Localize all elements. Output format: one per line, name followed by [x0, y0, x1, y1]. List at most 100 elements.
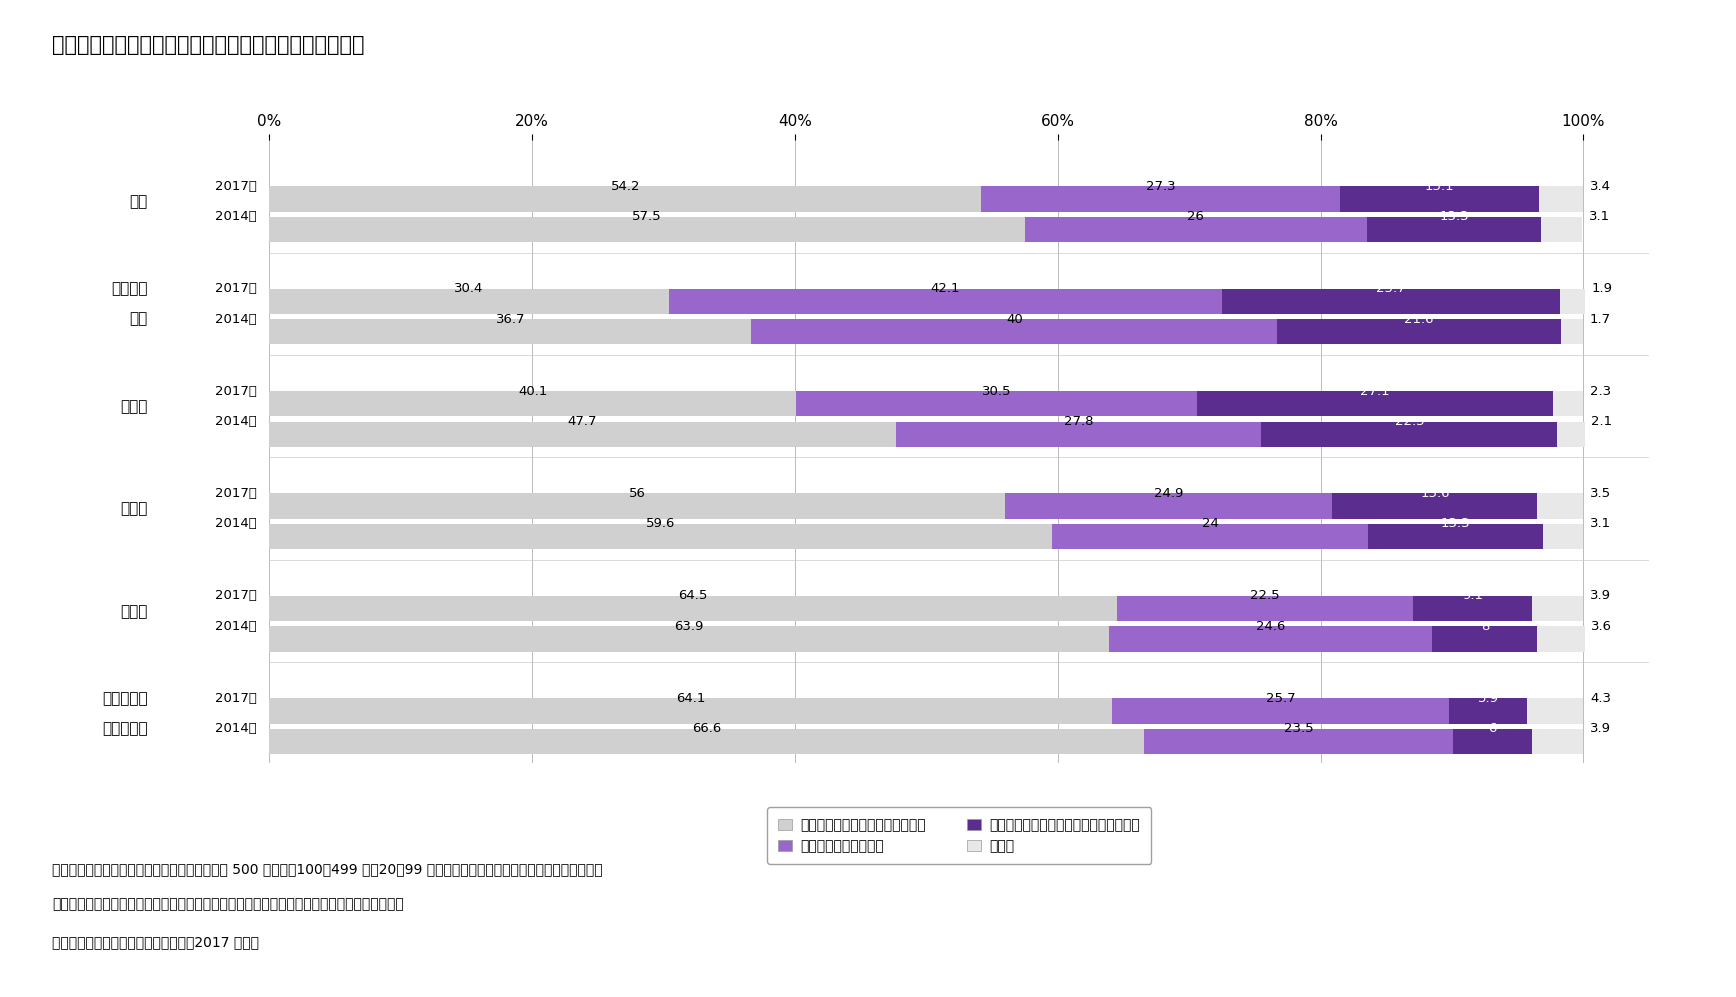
Bar — [981, 186, 1340, 211]
Text: 3.6: 3.6 — [1592, 620, 1613, 633]
Bar — [1538, 494, 1583, 518]
Bar — [1005, 494, 1333, 518]
Text: 22.5: 22.5 — [1250, 589, 1279, 602]
Text: 27.3: 27.3 — [1146, 179, 1175, 192]
Text: 30.5: 30.5 — [983, 385, 1012, 398]
Text: 特定機能: 特定機能 — [111, 281, 148, 296]
Text: 3.5: 3.5 — [1590, 487, 1611, 499]
Bar — [1542, 216, 1581, 242]
Text: 6: 6 — [1488, 723, 1496, 736]
Text: 57.5: 57.5 — [632, 210, 661, 223]
Text: 5.9: 5.9 — [1477, 692, 1498, 705]
Text: 24.9: 24.9 — [1154, 487, 1184, 499]
Text: 42.1: 42.1 — [930, 282, 960, 295]
Bar — [1111, 698, 1450, 724]
Bar — [1333, 494, 1538, 518]
Text: 2014年: 2014年 — [215, 210, 257, 223]
Bar — [269, 391, 797, 417]
Text: 63.9: 63.9 — [674, 620, 703, 633]
Bar — [1198, 391, 1554, 417]
Bar — [269, 698, 1111, 724]
Bar — [1453, 729, 1533, 755]
Text: 3.1: 3.1 — [1590, 517, 1611, 530]
Bar — [1543, 524, 1583, 549]
Text: 2017年: 2017年 — [215, 589, 257, 602]
Text: 中病院: 中病院 — [120, 501, 148, 516]
Bar — [1528, 698, 1583, 724]
Text: 3.4: 3.4 — [1590, 179, 1611, 192]
Text: （注）　大病院、中病院、小病院は、それぞれ 500 床以上、100〜499 床、20〜99 床の一般病院とする。療養病床を有する病院と: （注） 大病院、中病院、小病院は、それぞれ 500 床以上、100〜499 床、… — [52, 862, 602, 876]
Bar — [1557, 422, 1585, 447]
Text: 24.6: 24.6 — [1255, 620, 1285, 633]
Text: 15.6: 15.6 — [1420, 487, 1450, 499]
Text: 15.1: 15.1 — [1425, 179, 1455, 192]
Text: 2017年: 2017年 — [215, 487, 257, 499]
Text: 3.9: 3.9 — [1590, 589, 1611, 602]
Text: 25.7: 25.7 — [1266, 692, 1295, 705]
Bar — [1533, 596, 1583, 621]
Text: 1.9: 1.9 — [1592, 282, 1613, 295]
Bar — [1109, 626, 1432, 652]
Bar — [1340, 186, 1538, 211]
Text: 2017年: 2017年 — [215, 282, 257, 295]
Legend: 最初から今日来院した病院を受診, 最初は他の病院を受診, 最初は診療所・クリニック・医院を受診, 無回答: 最初から今日来院した病院を受診, 最初は他の病院を受診, 最初は診療所・クリニッ… — [767, 807, 1151, 864]
Bar — [797, 391, 1198, 417]
Text: 9.1: 9.1 — [1462, 589, 1483, 602]
Text: 64.5: 64.5 — [679, 589, 708, 602]
Text: 2017年: 2017年 — [215, 692, 257, 705]
Bar — [269, 626, 1109, 652]
Text: 2014年: 2014年 — [215, 620, 257, 633]
Bar — [1538, 626, 1585, 652]
Bar — [1368, 524, 1543, 549]
Text: 3.1: 3.1 — [1588, 210, 1609, 223]
Text: （資料）厚生労働省「受療行動調査（2017 年）」: （資料）厚生労働省「受療行動調査（2017 年）」 — [52, 935, 259, 949]
Text: 13.3: 13.3 — [1441, 517, 1470, 530]
Text: 30.4: 30.4 — [455, 282, 484, 295]
Text: 2.3: 2.3 — [1590, 385, 1611, 398]
Bar — [1278, 319, 1561, 345]
Text: 40.1: 40.1 — [517, 385, 547, 398]
Bar — [1144, 729, 1453, 755]
Text: 総数: 総数 — [128, 193, 148, 209]
Bar — [269, 596, 1116, 621]
Text: 26: 26 — [1187, 210, 1205, 223]
Bar — [269, 288, 668, 314]
Text: 21.6: 21.6 — [1404, 313, 1434, 326]
Bar — [269, 524, 1052, 549]
Bar — [1052, 524, 1368, 549]
Text: 8: 8 — [1481, 620, 1489, 633]
Bar — [896, 422, 1262, 447]
Bar — [269, 319, 752, 345]
Bar — [1538, 186, 1583, 211]
Bar — [1116, 596, 1413, 621]
Text: 小病院: 小病院 — [120, 603, 148, 619]
Bar — [1222, 288, 1561, 314]
Bar — [269, 422, 896, 447]
Text: 13.3: 13.3 — [1439, 210, 1469, 223]
Bar — [1533, 729, 1583, 755]
Text: 2014年: 2014年 — [215, 415, 257, 428]
Text: 2014年: 2014年 — [215, 313, 257, 326]
Text: 有する病院: 有する病院 — [102, 722, 148, 737]
Text: 47.7: 47.7 — [568, 415, 597, 428]
Text: 54.2: 54.2 — [611, 179, 641, 192]
Text: 64.1: 64.1 — [675, 692, 705, 705]
Bar — [1024, 216, 1366, 242]
Text: 大病院: 大病院 — [120, 399, 148, 414]
Text: 療養病床を: 療養病床を — [102, 691, 148, 706]
Bar — [269, 216, 1024, 242]
Bar — [269, 494, 1005, 518]
Bar — [269, 186, 981, 211]
Bar — [1432, 626, 1538, 652]
Bar — [1554, 391, 1583, 417]
Bar — [1561, 288, 1585, 314]
Text: 2017年: 2017年 — [215, 385, 257, 398]
Text: 2.1: 2.1 — [1592, 415, 1613, 428]
Text: 27.1: 27.1 — [1361, 385, 1391, 398]
Text: 2017年: 2017年 — [215, 179, 257, 192]
Text: 27.8: 27.8 — [1064, 415, 1094, 428]
Bar — [1561, 319, 1583, 345]
Text: 40: 40 — [1005, 313, 1023, 326]
Bar — [752, 319, 1278, 345]
Text: 59.6: 59.6 — [646, 517, 675, 530]
